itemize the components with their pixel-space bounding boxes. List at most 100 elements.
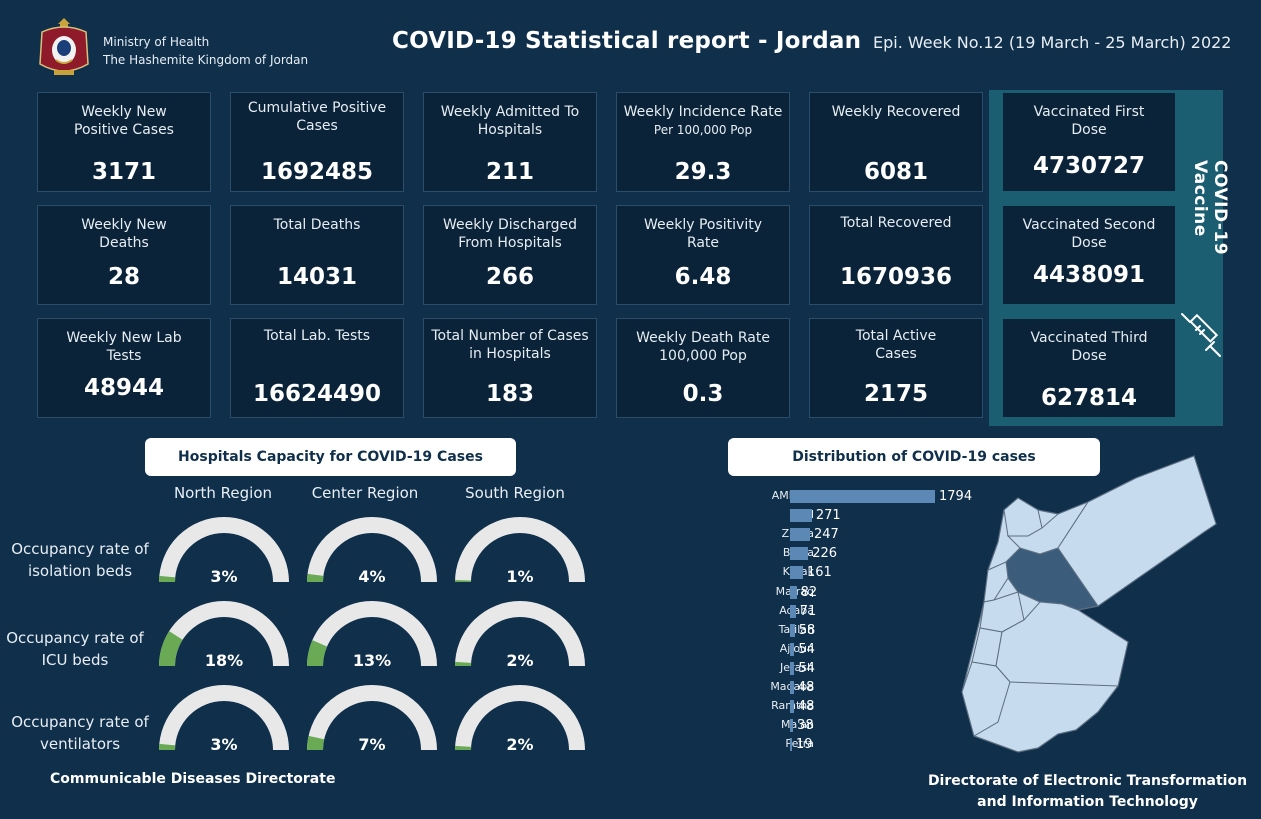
distribution-title: Distribution of COVID-19 cases (728, 438, 1100, 476)
stat-value: 6081 (863, 159, 928, 185)
row-label-icu: Occupancy rate of ICU beds (6, 629, 144, 669)
gauge-track (307, 517, 437, 583)
bar-label: Petra (785, 737, 814, 751)
stat-card: Weekly Positivity Rate 6.48 (616, 205, 790, 305)
stat-value: 14031 (276, 264, 358, 290)
bar-row: Tafilah 58 (730, 622, 990, 639)
stat-value: 3171 (91, 159, 156, 185)
gauge-percent: 2% (506, 651, 534, 670)
vaccine-title-text: COVID-19 Vaccine (1190, 160, 1230, 256)
stat-value: 183 (485, 381, 534, 407)
bar-value: 247 (813, 527, 839, 543)
ministry-name: Ministry of Health The Hashemite Kingdom… (103, 33, 308, 69)
vaccine-value: 627814 (1040, 385, 1138, 411)
stat-label: Weekly New Deaths (81, 217, 167, 251)
stat-value: 266 (485, 264, 534, 290)
stat-card: Weekly Recovered 6081 (809, 92, 983, 192)
footer-right-line2: and Information Technology (977, 794, 1198, 810)
bar (790, 661, 795, 675)
bar-row: AMMAN1794 (730, 488, 990, 505)
occupancy-gauge: 13% (306, 600, 438, 672)
vaccine-card: Vaccinated Third Dose 627814 (1002, 318, 1176, 418)
stat-value: 6.48 (674, 264, 732, 290)
stat-value: 29.3 (674, 159, 732, 185)
ministry-line1: Ministry of Health (103, 35, 210, 49)
stat-value: 28 (107, 264, 140, 290)
stat-card: Weekly New Lab Tests 48944 (37, 318, 211, 418)
report-week: Epi. Week No.12 (19 March - 25 March) 20… (873, 33, 1232, 52)
row-label-isolation: Occupancy rate of isolation beds (11, 540, 149, 580)
bar-value: 226 (812, 546, 838, 562)
stat-card: Total Lab. Tests 16624490 (230, 318, 404, 418)
bar-label: Ma'an (781, 718, 814, 732)
bar-value: 82 (800, 584, 818, 600)
bar (790, 490, 935, 503)
bar (790, 623, 795, 637)
syringe-icon (1181, 313, 1221, 357)
vaccine-label: Vaccinated First Dose (1033, 104, 1145, 138)
footer-directorate: Communicable Diseases Directorate (50, 771, 336, 787)
occupancy-gauge: 4% (306, 516, 438, 588)
vaccine-value: 4438091 (1032, 262, 1146, 288)
bar-row: Karak161 (730, 564, 990, 581)
stat-card: Weekly Death Rate 100,000 Pop 0.3 (616, 318, 790, 418)
gauge-percent: 3% (210, 567, 238, 586)
gauge-fill (159, 631, 183, 667)
stat-card: Weekly Incidence Rate Per 100,000 Pop 29… (616, 92, 790, 192)
occupancy-gauge: 7% (306, 684, 438, 756)
stat-value: 1670936 (839, 264, 953, 290)
stat-value: 16624490 (252, 381, 382, 407)
stat-card: Total Number of Cases in Hospitals 183 (423, 318, 597, 418)
bar-value: 71 (799, 603, 817, 619)
stat-value: 1692485 (260, 159, 374, 185)
stat-card: Cumulative Positive Cases 1692485 (230, 92, 404, 192)
gauge-track (159, 517, 289, 583)
stat-label: Total Active Cases (855, 328, 937, 362)
bar (790, 604, 796, 618)
occupancy-gauge: 3% (158, 684, 290, 756)
bar-value: 271 (815, 508, 841, 524)
bar (790, 585, 797, 599)
vaccine-value: 4730727 (1032, 153, 1146, 179)
vaccine-title: COVID-19 Vaccine (1190, 160, 1230, 310)
gauge-track (455, 601, 585, 667)
gauge-track (307, 685, 437, 751)
bar (790, 642, 795, 656)
stat-card: Weekly Discharged From Hospitals 266 (423, 205, 597, 305)
bar-row: Aqaba 71 (730, 603, 990, 620)
stat-label: Weekly New Positive Cases (74, 104, 174, 138)
bar-row: Irbid271 (730, 507, 990, 524)
stat-value: 211 (485, 159, 534, 185)
stat-label: Weekly Death Rate 100,000 Pop (636, 330, 770, 364)
stat-label: Cumulative Positive Cases (247, 100, 387, 134)
gauge-track (455, 517, 585, 583)
stat-card: Total Active Cases 2175 (809, 318, 983, 418)
gauge-percent: 2% (506, 735, 534, 754)
gauge-percent: 4% (358, 567, 386, 586)
occupancy-gauge: 18% (158, 600, 290, 672)
gauge-track (455, 685, 585, 751)
gauge-percent: 7% (358, 735, 386, 754)
bar-value: 54 (798, 641, 815, 657)
bar-value: 54 (798, 660, 815, 676)
bar (790, 719, 794, 733)
jordan-emblem-icon (39, 18, 89, 75)
bar (790, 528, 810, 542)
stat-label: Weekly New Lab Tests (66, 330, 182, 364)
bar-row: Ma'an 38 (730, 717, 990, 734)
bar-row: Ajloun 54 (730, 641, 990, 658)
bar-label: Jerash (780, 660, 814, 674)
gauge-percent: 13% (352, 651, 392, 670)
stat-label: Weekly Recovered (831, 104, 961, 120)
stat-card: Total Deaths 14031 (230, 205, 404, 305)
stat-value: 48944 (83, 375, 165, 401)
stat-value: 0.3 (682, 381, 724, 407)
row-label-ventilators: Occupancy rate of ventilators (11, 713, 149, 753)
bar-label: Aqaba (779, 603, 814, 617)
region-south: South Region (465, 484, 565, 502)
occupancy-gauge: 3% (158, 516, 290, 588)
bar (790, 700, 794, 714)
bar-value: 58 (798, 622, 816, 638)
gauge-fill (307, 735, 325, 751)
gauge-track (307, 601, 437, 667)
